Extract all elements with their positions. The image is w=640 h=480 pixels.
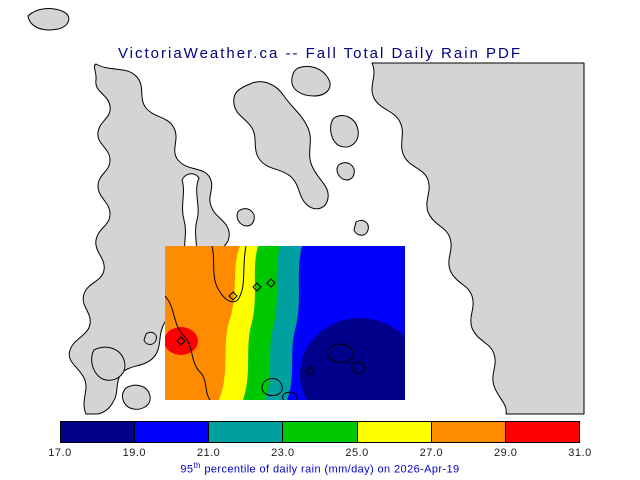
island-outline-3 xyxy=(327,343,354,363)
colorbar-tick-label: 17.0 xyxy=(48,447,72,459)
station-marker xyxy=(176,336,186,346)
island-shape-sw-2 xyxy=(122,384,151,410)
land-shape-top-left xyxy=(27,8,70,31)
land-shape-east xyxy=(371,62,585,415)
island-shape-mid xyxy=(330,115,359,148)
caption-prefix: 95 xyxy=(180,463,194,476)
colorbar-caption: 95th percentile of daily rain (mm/day) o… xyxy=(0,461,640,476)
colorbar-segment xyxy=(61,422,136,442)
colorbar-segment xyxy=(431,422,506,442)
island-shape-small-2 xyxy=(236,208,255,227)
island-outline-2 xyxy=(282,391,298,400)
colorbar-tick-label: 25.0 xyxy=(345,447,369,459)
colorbar-segment xyxy=(209,422,284,442)
island-shape-small-3 xyxy=(353,219,369,236)
colorbar-segment xyxy=(135,422,210,442)
colorbar-segment xyxy=(505,422,579,442)
colorbar-tick-label: 27.0 xyxy=(419,447,444,459)
colorbar-tick-label: 31.0 xyxy=(568,447,592,459)
colorbar-tick-label: 29.0 xyxy=(493,447,518,459)
island-shape-sw-3 xyxy=(143,331,157,345)
island-outline-1 xyxy=(261,378,283,397)
island-shape-long xyxy=(233,81,329,210)
station-marker xyxy=(266,278,276,288)
station-markers xyxy=(176,278,315,376)
contour-band-navy-minimum xyxy=(300,318,405,400)
peninsula-coastline xyxy=(211,246,247,303)
colorbar-segment xyxy=(357,422,432,442)
station-marker xyxy=(252,282,262,292)
caption-rest: percentile of daily rain (mm/day) on 202… xyxy=(200,463,460,476)
island-shape-sw-1 xyxy=(91,346,126,381)
station-marker xyxy=(305,366,315,376)
coastline-basemap xyxy=(27,8,585,415)
contour-band-red-maximum xyxy=(165,327,198,355)
colorbar-segment xyxy=(283,422,358,442)
southwest-coastline xyxy=(165,295,211,400)
colorbar-tick-label: 19.0 xyxy=(122,447,147,459)
contour-band-orange xyxy=(165,246,240,400)
island-shape-small-1 xyxy=(336,162,355,181)
colorbar-tick-label: 21.0 xyxy=(196,447,221,459)
chart-title: VictoriaWeather.ca -- Fall Total Daily R… xyxy=(117,45,523,62)
station-marker xyxy=(228,291,238,301)
coastline-overlay xyxy=(165,246,366,400)
colorbar-tick-label: 23.0 xyxy=(271,447,295,459)
island-shape-north xyxy=(291,65,331,97)
land-shape-west xyxy=(68,63,230,415)
caption-superscript: th xyxy=(193,461,201,470)
island-outline-4 xyxy=(351,361,366,375)
contour-field xyxy=(165,246,405,400)
colorbar xyxy=(60,421,580,443)
